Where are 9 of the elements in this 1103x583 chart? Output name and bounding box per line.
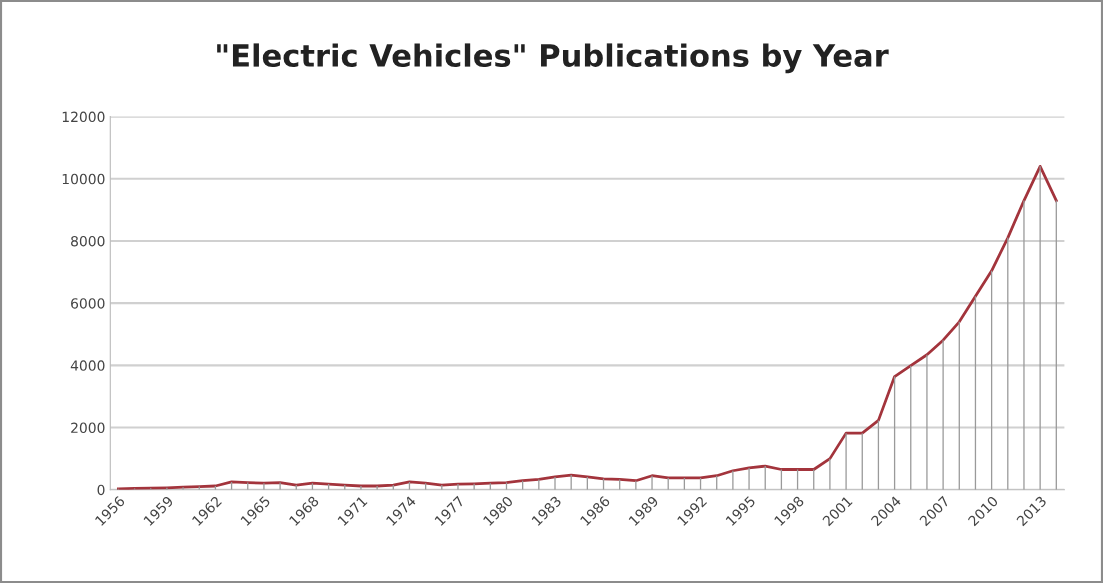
y-tick-label: 12000 [62,111,105,123]
y-tick-label: 2000 [71,422,105,434]
y-tick-label: 6000 [71,298,105,309]
y-tick-label: 10000 [62,173,105,185]
y-tick-label: 4000 [70,360,105,371]
y-tick-label: 0 [97,484,105,496]
line-series [117,164,1058,490]
y-tick-label: 8000 [71,235,105,247]
chart-title: "Electric Vehicles" Publications by Year [217,43,889,74]
